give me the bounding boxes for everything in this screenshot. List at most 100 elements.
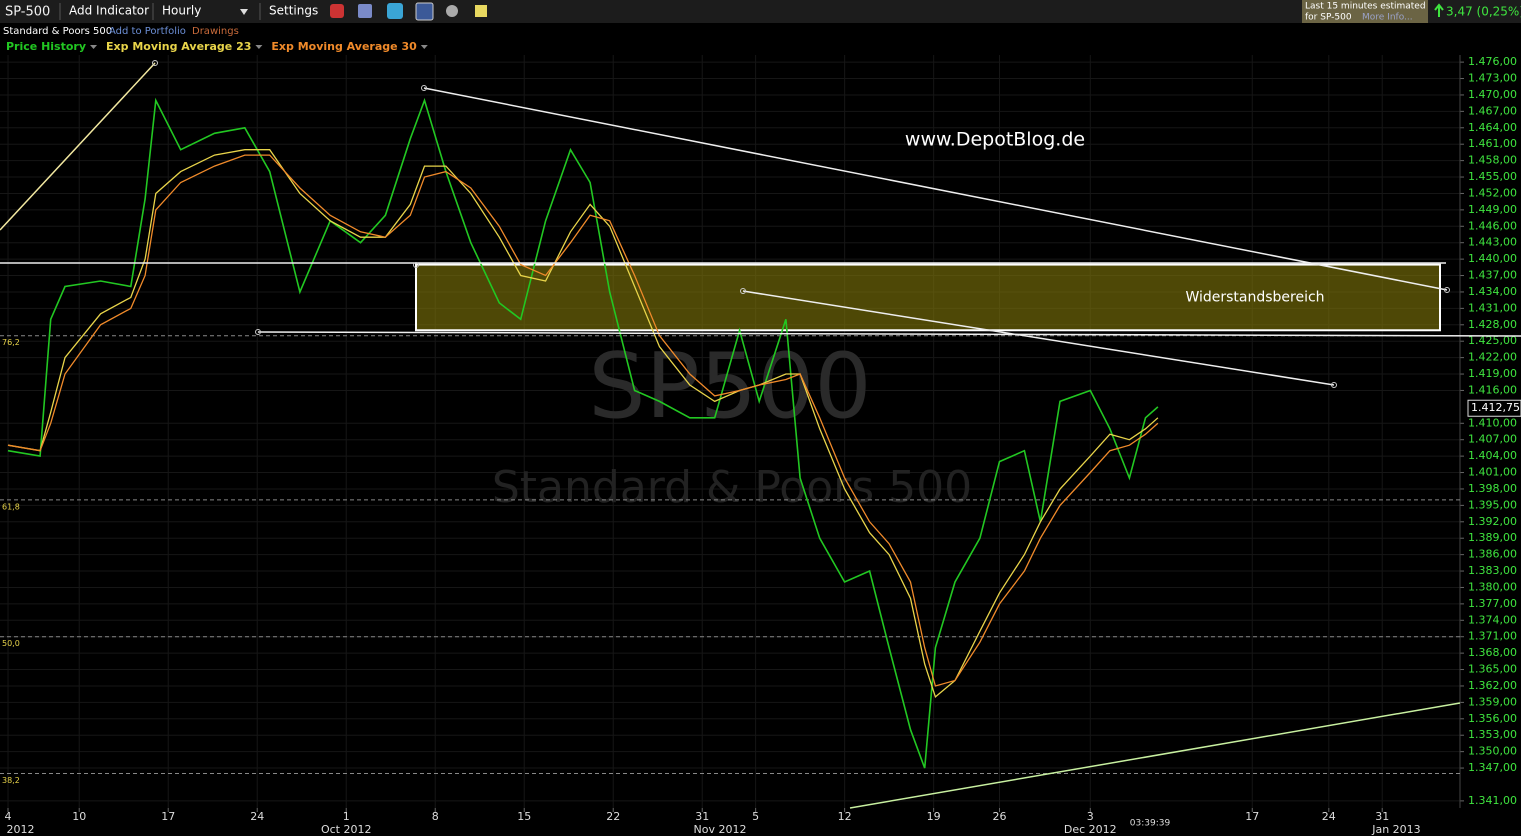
trendline-handle: [1331, 382, 1337, 388]
x-tick-label: 10: [72, 810, 86, 823]
y-tick-label: 1.452,00: [1468, 186, 1517, 199]
delay-note: Last 15 minutes estimated: [1305, 2, 1426, 12]
y-tick-label: 1.401,00: [1468, 466, 1517, 479]
trendline: [849, 702, 1461, 809]
up-arrow: [1434, 3, 1444, 17]
y-tick-label: 1.398,00: [1468, 482, 1517, 495]
notes-icon[interactable]: [358, 4, 372, 18]
month-label: Jan 2013: [1371, 823, 1420, 836]
x-tick-label: 1: [343, 810, 350, 823]
legend-arrow: [255, 45, 263, 49]
delay-note-box: [1302, 0, 1428, 23]
y-tick-label: 1.476,00: [1468, 55, 1517, 68]
annotation: www.DepotBlog.de: [905, 129, 1085, 151]
month-label: Dec 2012: [1064, 823, 1117, 836]
fib-label: 61,8: [2, 502, 20, 511]
series-line: [7, 97, 1159, 769]
instrument-name: Standard & Poors 500: [3, 26, 112, 37]
clock: 03:39:39: [1130, 819, 1171, 829]
dropdown-arrow[interactable]: [240, 9, 248, 15]
y-tick-label: 1.437,00: [1468, 269, 1517, 282]
y-tick-label: 1.422,00: [1468, 351, 1517, 364]
legend-entry: Exp Moving Average 23: [106, 40, 251, 53]
trendline: [742, 290, 1335, 386]
twitter-icon[interactable]: [387, 3, 403, 19]
y-tick-label: 1.470,00: [1468, 88, 1517, 101]
x-tick-label: 5: [752, 810, 759, 823]
y-tick-label: 1.440,00: [1468, 252, 1517, 265]
y-tick-label: 1.347,00: [1468, 761, 1517, 774]
x-tick-label: 17: [1245, 810, 1259, 823]
x-tick-label: 24: [1322, 810, 1336, 823]
sticky-icon[interactable]: [475, 5, 487, 17]
x-tick-label: 31: [1375, 810, 1389, 823]
y-tick-label: 1.362,00: [1468, 679, 1517, 692]
y-tick-label: 1.458,00: [1468, 154, 1517, 167]
last-price-label: 1.412,75: [1471, 401, 1520, 414]
y-tick-label: 1.449,00: [1468, 203, 1517, 216]
watermark-name: Standard & Poors 500: [492, 462, 972, 513]
y-tick-label: 1.443,00: [1468, 236, 1517, 249]
legend-entry: Exp Moving Average 30: [271, 40, 417, 53]
y-tick-label: 1.425,00: [1468, 334, 1517, 347]
legend-arrow: [420, 45, 428, 49]
share-icon[interactable]: [446, 5, 458, 17]
x-tick-label: 4: [5, 810, 12, 823]
trendline-handle: [740, 288, 746, 294]
y-tick-label: 1.461,00: [1468, 137, 1517, 150]
y-tick-label: 1.431,00: [1468, 301, 1517, 314]
last-price-box: [1467, 399, 1521, 417]
y-tick-label: 1.365,00: [1468, 663, 1517, 676]
x-tick-label: 24: [250, 810, 264, 823]
zone-label: Widerstandsbereich: [1185, 289, 1324, 305]
trendline-handle: [421, 85, 427, 91]
fib-label: 76,2: [2, 338, 20, 347]
trendline-handle: [413, 262, 419, 268]
plot-area: 1.476,00 1.473,00 1.470,00 1.467,00 1.464,00…: [0, 55, 1521, 836]
y-tick-label: 1.389,00: [1468, 531, 1517, 544]
trendline: [0, 62, 156, 231]
y-tick-label: 1.359,00: [1468, 695, 1517, 708]
x-tick-label: 17: [161, 810, 175, 823]
y-tick-label: 1.350,00: [1468, 745, 1517, 758]
y-tick-label: 1.374,00: [1468, 613, 1517, 626]
y-tick-label: 1.446,00: [1468, 219, 1517, 232]
alarm-icon[interactable]: [330, 4, 344, 18]
legend-entry: Price History: [6, 40, 86, 53]
y-tick-label: 1.419,00: [1468, 367, 1517, 380]
symbol[interactable]: SP-500: [5, 5, 50, 20]
month-label: 2012: [6, 823, 34, 836]
y-tick-label: 1.416,00: [1468, 383, 1517, 396]
more-info[interactable]: More Info...: [1362, 13, 1413, 23]
x-tick-label: 26: [993, 810, 1007, 823]
y-tick-label: 1.464,00: [1468, 121, 1517, 134]
change: 3,47 (0,25%): [1446, 5, 1521, 19]
drawings[interactable]: Drawings: [192, 26, 239, 37]
legend-arrow: [90, 45, 98, 49]
y-tick-label: 1.386,00: [1468, 548, 1517, 561]
y-tick-label: 1.392,00: [1468, 515, 1517, 528]
y-tick-label: 1.410,00: [1468, 416, 1517, 429]
y-tick-label: 1.467,00: [1468, 104, 1517, 117]
y-tick-label: 1.383,00: [1468, 564, 1517, 577]
x-tick-label: 12: [838, 810, 852, 823]
month-label: Oct 2012: [321, 823, 372, 836]
month-label: Nov 2012: [694, 823, 747, 836]
interval[interactable]: Hourly: [162, 4, 201, 18]
y-tick-label: 1.455,00: [1468, 170, 1517, 183]
y-tick-label: 1.341,00: [1468, 794, 1517, 807]
trendline-handle: [152, 60, 158, 66]
trendline: [257, 331, 1521, 337]
x-tick-label: 8: [432, 810, 439, 823]
add-indicator[interactable]: Add Indicator: [69, 4, 149, 18]
toolbar: [0, 0, 1521, 23]
legend: Price History Exp Moving Average 23 Exp Mo…: [6, 40, 428, 53]
facebook-icon[interactable]: [415, 2, 434, 21]
settings[interactable]: Settings: [269, 4, 318, 18]
x-tick-label: 19: [927, 810, 941, 823]
add-to-portfolio[interactable]: Add to Portfolio: [109, 26, 186, 37]
y-tick-label: 1.356,00: [1468, 712, 1517, 725]
watermark-symbol: SP500: [588, 334, 871, 439]
